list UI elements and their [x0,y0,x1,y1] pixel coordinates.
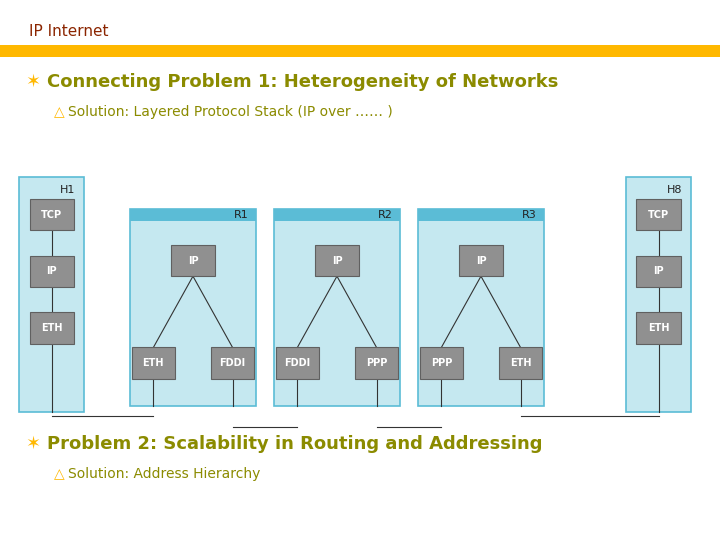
Bar [0,45,720,57]
Text: Solution: Address Hierarchy: Solution: Address Hierarchy [68,467,261,481]
Bar [30,255,74,287]
Text: Connecting Problem 1: Heterogeneity of Networks: Connecting Problem 1: Heterogeneity of N… [47,73,558,91]
Bar [315,245,359,276]
Bar [132,348,175,379]
Text: ✶: ✶ [25,73,40,91]
Bar [274,209,400,221]
Text: H8: H8 [667,185,683,195]
Bar [130,209,256,221]
Text: IP: IP [654,266,664,276]
Text: R1: R1 [234,210,249,220]
Text: IP: IP [47,266,57,276]
Bar [276,348,319,379]
Text: PPP: PPP [366,358,387,368]
Text: H1: H1 [60,185,76,195]
Text: IP: IP [188,255,198,266]
Text: FDDI: FDDI [284,358,310,368]
Text: R2: R2 [378,210,393,220]
Text: R3: R3 [522,210,537,220]
Text: PPP: PPP [431,358,452,368]
Bar [459,245,503,276]
Bar [30,199,74,230]
Bar [499,348,542,379]
Bar [19,177,84,411]
Bar [355,348,398,379]
Text: Solution: Layered Protocol Stack (IP over …… ): Solution: Layered Protocol Stack (IP ove… [68,105,393,119]
Bar [636,199,681,230]
Text: ETH: ETH [510,358,531,368]
Text: Problem 2: Scalability in Routing and Addressing: Problem 2: Scalability in Routing and Ad… [47,435,542,453]
Text: IP Internet: IP Internet [29,24,108,39]
Bar [30,312,74,343]
Bar [636,312,681,343]
Bar [418,209,544,406]
Bar [130,209,256,406]
Bar [274,209,400,406]
Bar [171,245,215,276]
Bar [420,348,463,379]
Text: FDDI: FDDI [220,358,246,368]
Text: ETH: ETH [143,358,164,368]
Text: TCP: TCP [648,210,670,220]
Text: ✶: ✶ [25,435,40,453]
Bar [211,348,254,379]
Text: ETH: ETH [41,323,63,333]
Bar [626,177,691,411]
Text: ETH: ETH [648,323,670,333]
Text: △: △ [54,105,65,119]
Text: IP: IP [476,255,486,266]
Text: TCP: TCP [41,210,63,220]
Bar [636,255,681,287]
Text: △: △ [54,467,65,481]
Text: IP: IP [332,255,342,266]
Bar [418,209,544,221]
